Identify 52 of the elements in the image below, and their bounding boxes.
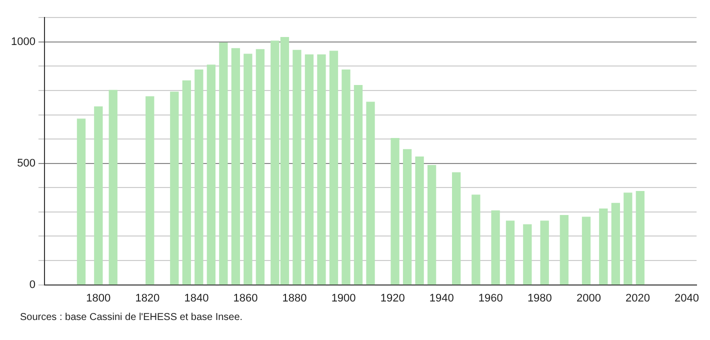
bar: [611, 202, 620, 285]
bar: [540, 220, 549, 285]
bar: [146, 96, 154, 285]
bar: [427, 164, 436, 285]
x-tick-label: 1860: [233, 292, 258, 304]
bar: [231, 48, 240, 285]
x-tick-label: 2000: [576, 292, 601, 304]
bar: [194, 69, 204, 285]
bar: [491, 210, 500, 285]
x-tick-label: 1960: [478, 292, 503, 304]
bar: [317, 54, 326, 285]
bar: [560, 215, 569, 285]
x-tick-label: 2020: [625, 292, 650, 304]
bar: [402, 149, 412, 285]
bar: [582, 216, 591, 285]
bar: [506, 220, 515, 285]
bar: [219, 42, 228, 285]
bar: [244, 54, 252, 285]
x-tick-label: 2040: [674, 292, 700, 304]
bar: [94, 106, 103, 285]
x-tick-label: 1820: [135, 292, 160, 304]
bar: [256, 49, 265, 285]
bar: [354, 85, 363, 285]
bar: [624, 192, 632, 285]
bar: [366, 102, 375, 285]
bar: [170, 92, 179, 285]
x-tick-label: 1880: [282, 292, 307, 304]
bar: [452, 172, 461, 285]
x-tick-label: 1940: [429, 292, 454, 304]
bar: [76, 118, 86, 285]
bar: [108, 90, 118, 285]
bar: [329, 50, 338, 285]
x-tick-label: 1920: [380, 292, 405, 304]
bar: [182, 80, 191, 285]
x-tick-label: 1980: [527, 292, 552, 304]
bar: [390, 138, 400, 285]
x-tick-label: 1800: [86, 292, 111, 304]
source-note: Sources : base Cassini de l'EHESS et base Insee.: [20, 312, 244, 323]
y-tick-label: 1000: [10, 36, 36, 48]
bar: [599, 208, 608, 285]
bar: [472, 194, 480, 285]
x-tick-label: 1840: [184, 292, 209, 304]
bar: [292, 50, 302, 285]
bar: [636, 190, 645, 285]
bar: [523, 224, 532, 285]
bar: [415, 156, 424, 285]
x-tick-label: 1900: [331, 292, 356, 304]
y-tick-label: 0: [29, 278, 36, 291]
y-tick-label: 500: [17, 157, 36, 170]
bar: [206, 64, 216, 285]
bar: [342, 69, 350, 285]
bar: [304, 54, 314, 285]
